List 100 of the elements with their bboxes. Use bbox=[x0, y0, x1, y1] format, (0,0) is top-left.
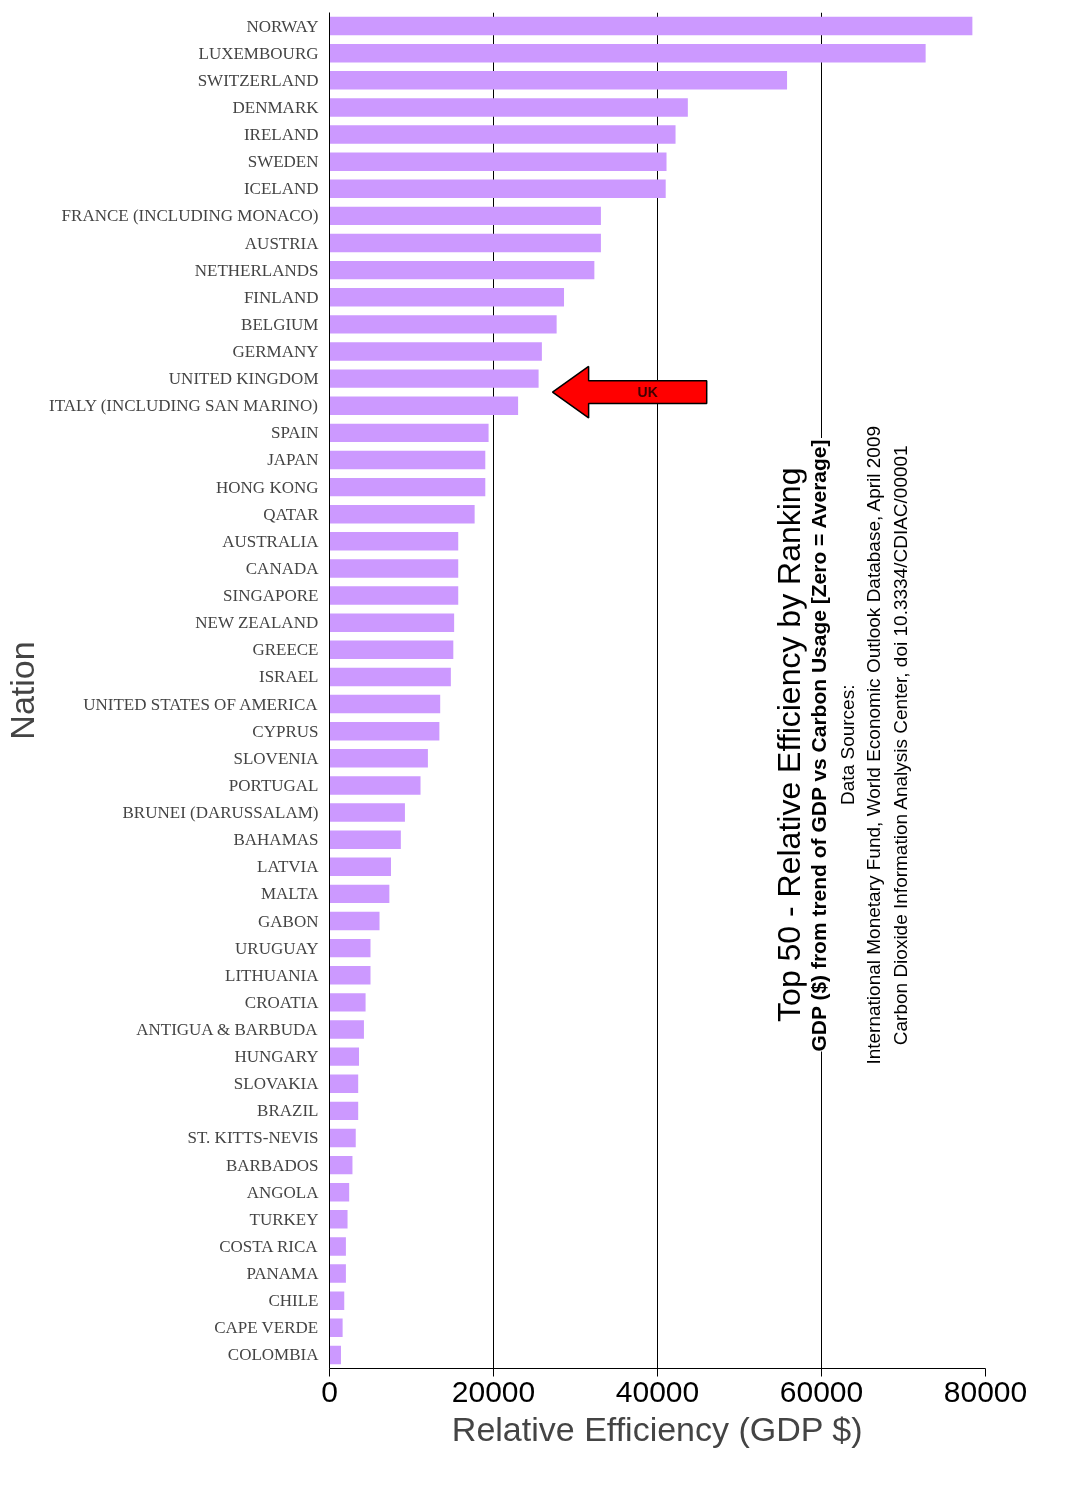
bar bbox=[329, 1047, 360, 1066]
y-tick-label: LITHUANIA bbox=[225, 965, 320, 985]
bar bbox=[329, 966, 371, 985]
y-tick-label: HUNGARY bbox=[234, 1047, 319, 1067]
y-tick-label: ANGOLA bbox=[246, 1182, 320, 1202]
y-tick-label: BRAZIL bbox=[257, 1101, 319, 1121]
bar bbox=[329, 1074, 359, 1093]
y-tick-label: PORTUGAL bbox=[228, 775, 319, 795]
text: Top 50 - Relative Efficiency by Ranking bbox=[770, 467, 807, 1022]
bar bbox=[329, 206, 601, 226]
bar bbox=[329, 613, 455, 632]
bar bbox=[329, 233, 601, 253]
y-tick-label: NORWAY bbox=[246, 16, 319, 36]
y-tick-label: BELGIUM bbox=[241, 314, 319, 334]
y-tick-label: SWEDEN bbox=[247, 152, 319, 172]
y-tick-label: GERMANY bbox=[232, 342, 319, 361]
y-tick-label: SINGAPORE bbox=[223, 586, 319, 606]
y-tick-label: AUSTRIA bbox=[244, 233, 320, 253]
x-tick-label: 80000 bbox=[943, 1374, 1028, 1408]
y-tick-label: BARBADOS bbox=[225, 1155, 319, 1175]
y-tick-label: TURKEY bbox=[249, 1209, 319, 1229]
y-tick-label: ITALY (INCLUDING SAN MARINO) bbox=[49, 396, 318, 416]
bar bbox=[329, 640, 454, 660]
y-tick-label: ANTIGUA & BARBUDA bbox=[136, 1020, 319, 1039]
x-tick-label: 40000 bbox=[615, 1374, 700, 1408]
bar bbox=[329, 938, 371, 958]
annotation: UK bbox=[637, 384, 658, 401]
y-tick-label: IRELAND bbox=[243, 125, 319, 145]
bar bbox=[329, 884, 390, 904]
y-tick-label: GABON bbox=[258, 911, 319, 931]
bar bbox=[329, 1291, 345, 1310]
bar bbox=[329, 125, 676, 144]
bar bbox=[329, 1264, 346, 1283]
bar bbox=[329, 369, 539, 388]
bar bbox=[329, 532, 459, 551]
bar bbox=[329, 1318, 343, 1338]
y-tick-label: BRUNEI (DARUSSALAM) bbox=[122, 803, 319, 823]
y-tick-label: SPAIN bbox=[270, 423, 319, 443]
bar bbox=[329, 152, 667, 171]
y-tick-label: CANADA bbox=[245, 558, 320, 578]
annotation: International Monetary Fund, World Economic Outlook Database, April 2009 bbox=[863, 425, 885, 1065]
y-tick-label: SLOVENIA bbox=[233, 748, 320, 768]
y-tick-label: DENMARK bbox=[232, 97, 320, 117]
y-axis-title: Nation bbox=[3, 641, 42, 740]
bar bbox=[329, 667, 451, 687]
bar bbox=[329, 857, 391, 876]
x-tick-label: 60000 bbox=[779, 1374, 864, 1408]
bar bbox=[329, 694, 441, 714]
y-tick-label: SLOVAKIA bbox=[233, 1074, 320, 1094]
bar bbox=[329, 98, 688, 117]
bar bbox=[329, 911, 380, 931]
y-tick-label: CHILE bbox=[268, 1291, 319, 1311]
bar bbox=[329, 179, 666, 198]
y-tick-label: ST. KITTS-NEVIS bbox=[187, 1128, 319, 1148]
y-tick-label: QATAR bbox=[263, 504, 320, 524]
bar bbox=[329, 505, 475, 524]
bar bbox=[329, 71, 788, 90]
bar bbox=[329, 1237, 346, 1256]
y-tick-label: FINLAND bbox=[243, 287, 319, 307]
bar bbox=[329, 16, 973, 36]
bar bbox=[329, 288, 565, 307]
annotation: Carbon Dioxide Information Analysis Center, doi 10.3334/CDIAC/00001 bbox=[889, 445, 911, 1046]
y-tick-label: NETHERLANDS bbox=[194, 260, 319, 280]
y-tick-label: JAPAN bbox=[267, 450, 319, 470]
bar bbox=[329, 396, 519, 415]
y-tick-label: CROATIA bbox=[244, 992, 320, 1012]
y-tick-label: URUGUAY bbox=[235, 938, 319, 958]
text: GDP ($) from trend of GDP vs Carbon Usage [Zero = Average] bbox=[806, 439, 830, 1052]
y-tick-label: ISRAEL bbox=[259, 667, 319, 687]
y-tick-label: ICELAND bbox=[243, 179, 319, 199]
y-tick-label: MALTA bbox=[260, 884, 320, 904]
y-tick-label: SWITZERLAND bbox=[197, 70, 319, 90]
y-tick-label: LATVIA bbox=[257, 857, 320, 877]
bar bbox=[329, 559, 459, 578]
x-axis-title: Relative Efficiency (GDP $) bbox=[451, 1409, 863, 1448]
bar bbox=[329, 586, 459, 605]
bar bbox=[329, 260, 595, 280]
y-tick-label: NEW ZEALAND bbox=[195, 613, 319, 633]
y-tick-label: UNITED KINGDOM bbox=[168, 369, 319, 389]
bar bbox=[329, 803, 405, 822]
bar bbox=[329, 749, 428, 768]
bar bbox=[329, 1183, 350, 1202]
bar bbox=[329, 1101, 359, 1121]
y-tick-label: CYPRUS bbox=[252, 721, 319, 741]
y-tick-label: AUSTRALIA bbox=[222, 531, 320, 551]
bar bbox=[329, 43, 926, 63]
y-tick-label: PANAMA bbox=[246, 1264, 320, 1284]
y-tick-label: GREECE bbox=[252, 640, 319, 660]
y-tick-label: COSTA RICA bbox=[219, 1236, 319, 1256]
bar bbox=[329, 1345, 341, 1365]
bar bbox=[329, 1155, 353, 1175]
y-tick-label: CAPE VERDE bbox=[214, 1318, 319, 1338]
y-tick-label: BAHAMAS bbox=[233, 830, 319, 850]
x-tick-label: 20000 bbox=[451, 1374, 536, 1408]
bar bbox=[329, 315, 557, 334]
x-tick-label: 0 bbox=[321, 1374, 338, 1408]
y-tick-label: LUXEMBOURG bbox=[198, 43, 319, 63]
y-tick-label: FRANCE (INCLUDING MONACO) bbox=[61, 206, 319, 226]
bar bbox=[329, 477, 486, 497]
bar bbox=[329, 1020, 364, 1039]
